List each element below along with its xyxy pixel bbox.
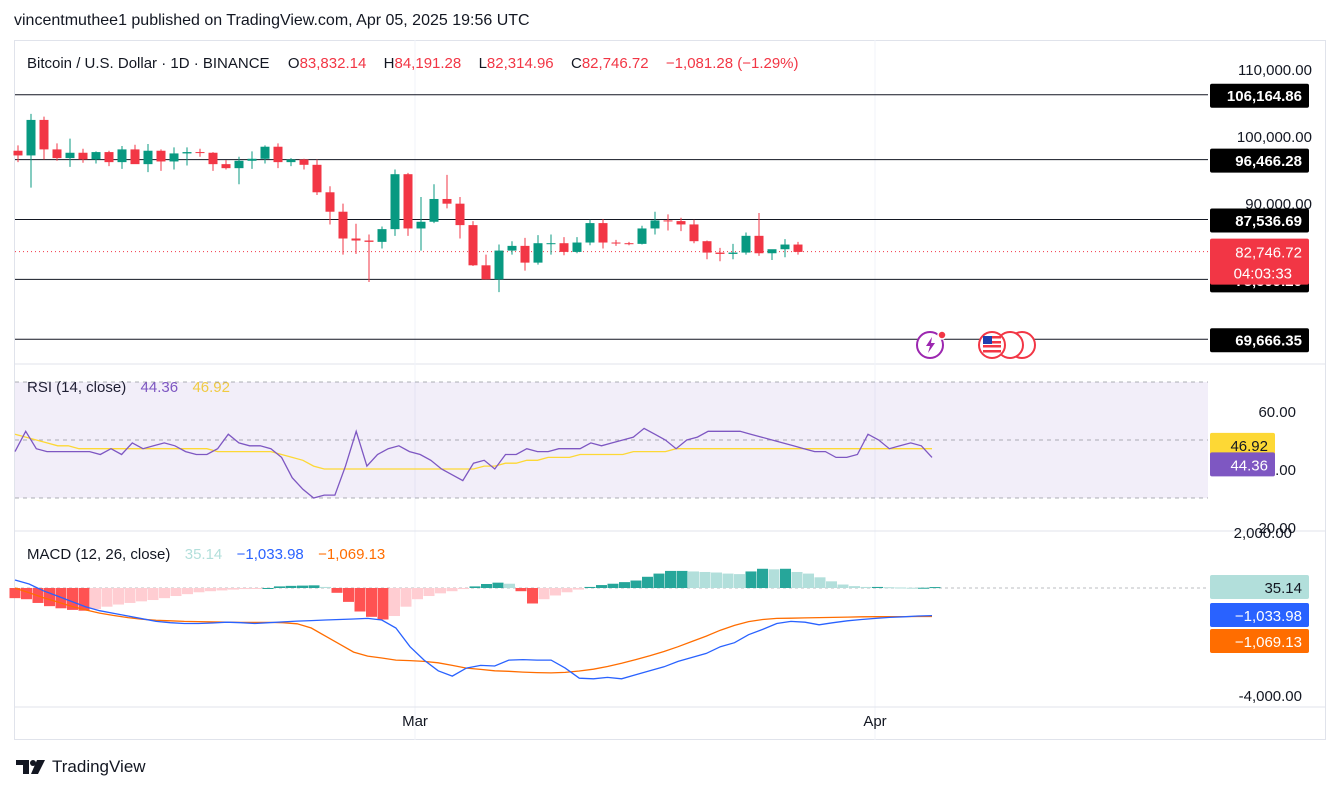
- high-label: H: [383, 55, 395, 72]
- tradingview-brand: TradingView: [52, 757, 146, 776]
- close-value: 82,746.72: [581, 55, 649, 72]
- macd-label[interactable]: MACD (12, 26, close): [27, 546, 171, 563]
- macd-legend: MACD (12, 26, close) 35.14 −1,033.98 −1,…: [27, 546, 385, 563]
- price-legend: Bitcoin / U.S. Dollar · 1D · BINANCE O83…: [27, 55, 799, 72]
- high-value: 84,191.28: [394, 55, 462, 72]
- low-label: L: [478, 55, 487, 72]
- close-label: C: [571, 55, 582, 72]
- macd-hist-value: 35.14: [184, 546, 223, 563]
- change-value: −1,081.28 (−1.29%): [665, 55, 799, 72]
- rsi-label[interactable]: RSI (14, close): [27, 379, 127, 396]
- low-value: 82,314.96: [486, 55, 554, 72]
- open-value: 83,832.14: [299, 55, 367, 72]
- macd-value: −1,033.98: [236, 546, 304, 563]
- chart-frame: [14, 40, 1326, 740]
- open-label: O: [287, 55, 300, 72]
- symbol-label[interactable]: Bitcoin / U.S. Dollar · 1D · BINANCE: [27, 55, 270, 72]
- macd-signal-value: −1,069.13: [318, 546, 386, 563]
- rsi-ma-value: 46.92: [192, 379, 230, 396]
- published-line: vincentmuthee1 published on TradingView.…: [14, 12, 530, 29]
- tradingview-logo[interactable]: TradingView: [16, 757, 146, 777]
- rsi-legend: RSI (14, close) 44.36 46.92: [27, 379, 230, 396]
- rsi-value: 44.36: [140, 379, 179, 396]
- tv-logo-icon: [16, 760, 45, 774]
